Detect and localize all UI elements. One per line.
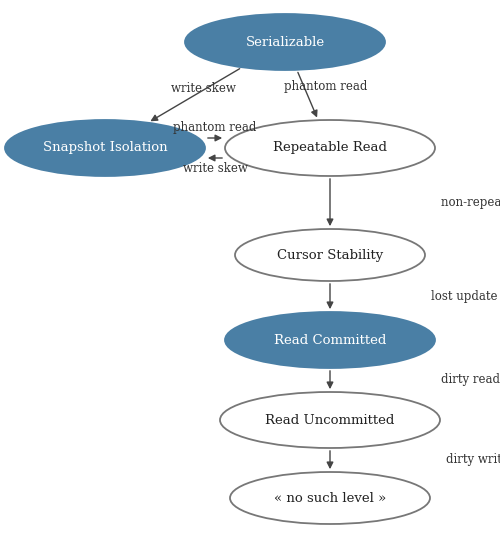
Text: lost update: lost update (431, 290, 498, 303)
Ellipse shape (185, 14, 385, 70)
Text: Read Uncommitted: Read Uncommitted (266, 414, 394, 426)
Text: Repeatable Read: Repeatable Read (273, 141, 387, 155)
Ellipse shape (5, 120, 205, 176)
Ellipse shape (235, 229, 425, 281)
Ellipse shape (220, 392, 440, 448)
Text: write skew: write skew (182, 163, 248, 175)
Text: Read Committed: Read Committed (274, 334, 386, 346)
Text: dirty read: dirty read (441, 374, 500, 386)
Ellipse shape (225, 120, 435, 176)
Ellipse shape (230, 472, 430, 524)
Text: non-repeatable read: non-repeatable read (441, 196, 500, 209)
Text: Snapshot Isolation: Snapshot Isolation (42, 141, 168, 155)
Ellipse shape (225, 312, 435, 368)
Text: Cursor Stability: Cursor Stability (277, 248, 383, 262)
Text: « no such level »: « no such level » (274, 491, 386, 505)
Text: phantom read: phantom read (284, 80, 367, 93)
Text: Serializable: Serializable (246, 36, 324, 49)
Text: write skew: write skew (170, 83, 235, 95)
Text: phantom read: phantom read (174, 120, 256, 133)
Text: dirty write: dirty write (446, 454, 500, 466)
